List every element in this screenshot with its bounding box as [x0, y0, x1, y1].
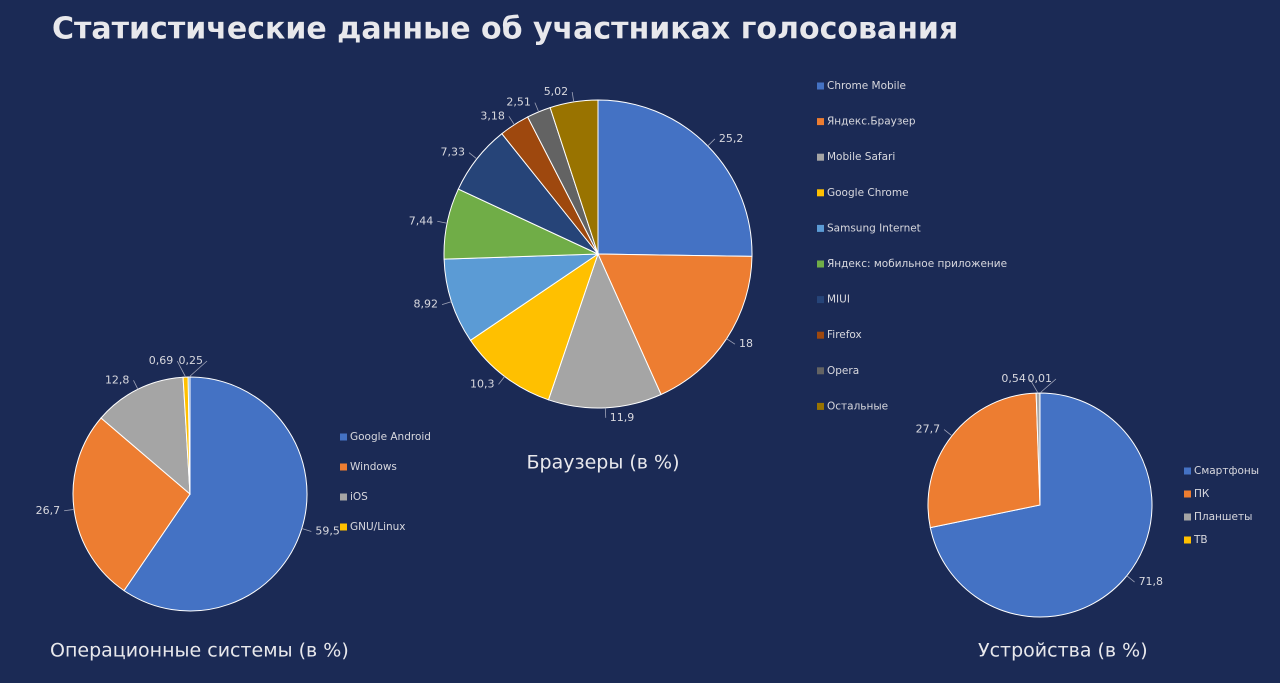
legend-label: ПК: [1194, 488, 1210, 500]
data-label: 26,7: [36, 504, 61, 517]
pie-slice: [597, 253, 753, 396]
data-label: 0,54: [1001, 372, 1026, 385]
legend-label: Google Android: [350, 431, 431, 443]
legend-swatch: [817, 402, 824, 410]
legend-swatch: [340, 523, 347, 531]
legend-swatch: [817, 224, 824, 232]
legend-swatch: [817, 331, 824, 339]
leader-line: [1126, 575, 1135, 583]
leader-line: [1029, 378, 1039, 394]
chart-title: Устройства (в %): [978, 640, 1148, 662]
legend-label: Смартфоны: [1194, 465, 1259, 477]
data-label: 8,92: [414, 298, 439, 311]
legend-swatch: [817, 296, 824, 304]
legend-label: Firefox: [827, 329, 862, 341]
leader-line: [188, 360, 208, 378]
legend-label: GNU/Linux: [350, 521, 406, 533]
chart-title: Операционные системы (в %): [50, 640, 349, 662]
leader-line: [498, 376, 505, 385]
legend-label: Chrome Mobile: [827, 80, 906, 92]
legend-label: Яндекс.Браузер: [827, 116, 916, 128]
leader-line: [571, 91, 575, 102]
pie-slice: [100, 376, 191, 496]
leader-line: [534, 102, 540, 113]
leader-line: [441, 301, 452, 306]
legend-swatch: [1184, 490, 1191, 498]
legend-label: Opera: [827, 365, 859, 377]
pie-slice: [549, 99, 599, 255]
data-label: 11,9: [610, 411, 635, 424]
pie-slice: [443, 253, 600, 342]
data-label: 0,69: [149, 354, 174, 367]
leader-line: [1039, 378, 1057, 394]
legend-label: Остальные: [827, 400, 888, 412]
legend-label: Яндекс: мобильное приложение: [827, 258, 1007, 270]
chart-title: Браузеры (в %): [527, 452, 680, 474]
data-label: 12,8: [105, 373, 130, 386]
legend-swatch: [817, 260, 824, 268]
leader-line: [508, 116, 515, 125]
slide-title: Статистические данные об участниках голо…: [52, 12, 958, 47]
legend-swatch: [340, 463, 347, 471]
pie-slice: [927, 392, 1041, 529]
legend-swatch: [817, 82, 824, 90]
legend-label: Windows: [350, 461, 397, 473]
data-label: 71,8: [1139, 575, 1164, 588]
data-label: 0,01: [1027, 372, 1052, 385]
legend-swatch: [817, 189, 824, 197]
data-label: 25,2: [719, 132, 744, 145]
data-label: 0,25: [179, 354, 204, 367]
legend-swatch: [817, 118, 824, 126]
legend-swatch: [340, 493, 347, 501]
data-label: 7,44: [409, 214, 434, 227]
leader-line: [707, 138, 716, 147]
leader-line: [301, 528, 312, 532]
legend-label: MIUI: [827, 294, 850, 306]
legend-swatch: [1184, 467, 1191, 475]
leader-line: [468, 152, 478, 160]
leader-line: [726, 338, 736, 345]
legend-label: Mobile Safari: [827, 151, 895, 163]
legend-swatch: [1184, 536, 1191, 544]
data-label: 3,18: [480, 109, 505, 122]
legend-swatch: [340, 433, 347, 441]
legend-label: Планшеты: [1194, 511, 1252, 523]
data-label: 2,51: [506, 96, 531, 109]
leader-line: [943, 429, 953, 437]
legend-label: ТВ: [1193, 534, 1208, 546]
data-label: 7,33: [441, 146, 466, 159]
leader-line: [437, 220, 448, 224]
data-label: 5,02: [544, 85, 569, 98]
legend-swatch: [817, 153, 824, 161]
legend-swatch: [817, 367, 824, 375]
legend-label: Samsung Internet: [827, 222, 921, 234]
data-label: 27,7: [916, 423, 941, 436]
pie-slice: [123, 376, 308, 612]
legend-label: Google Chrome: [827, 187, 909, 199]
leader-line: [64, 509, 75, 512]
leader-line: [133, 380, 139, 390]
leader-line: [176, 360, 186, 378]
data-label: 18: [739, 337, 753, 350]
legend-label: iOS: [350, 491, 368, 503]
legend-swatch: [1184, 513, 1191, 521]
data-label: 59,5: [315, 524, 340, 537]
data-label: 10,3: [470, 377, 495, 390]
